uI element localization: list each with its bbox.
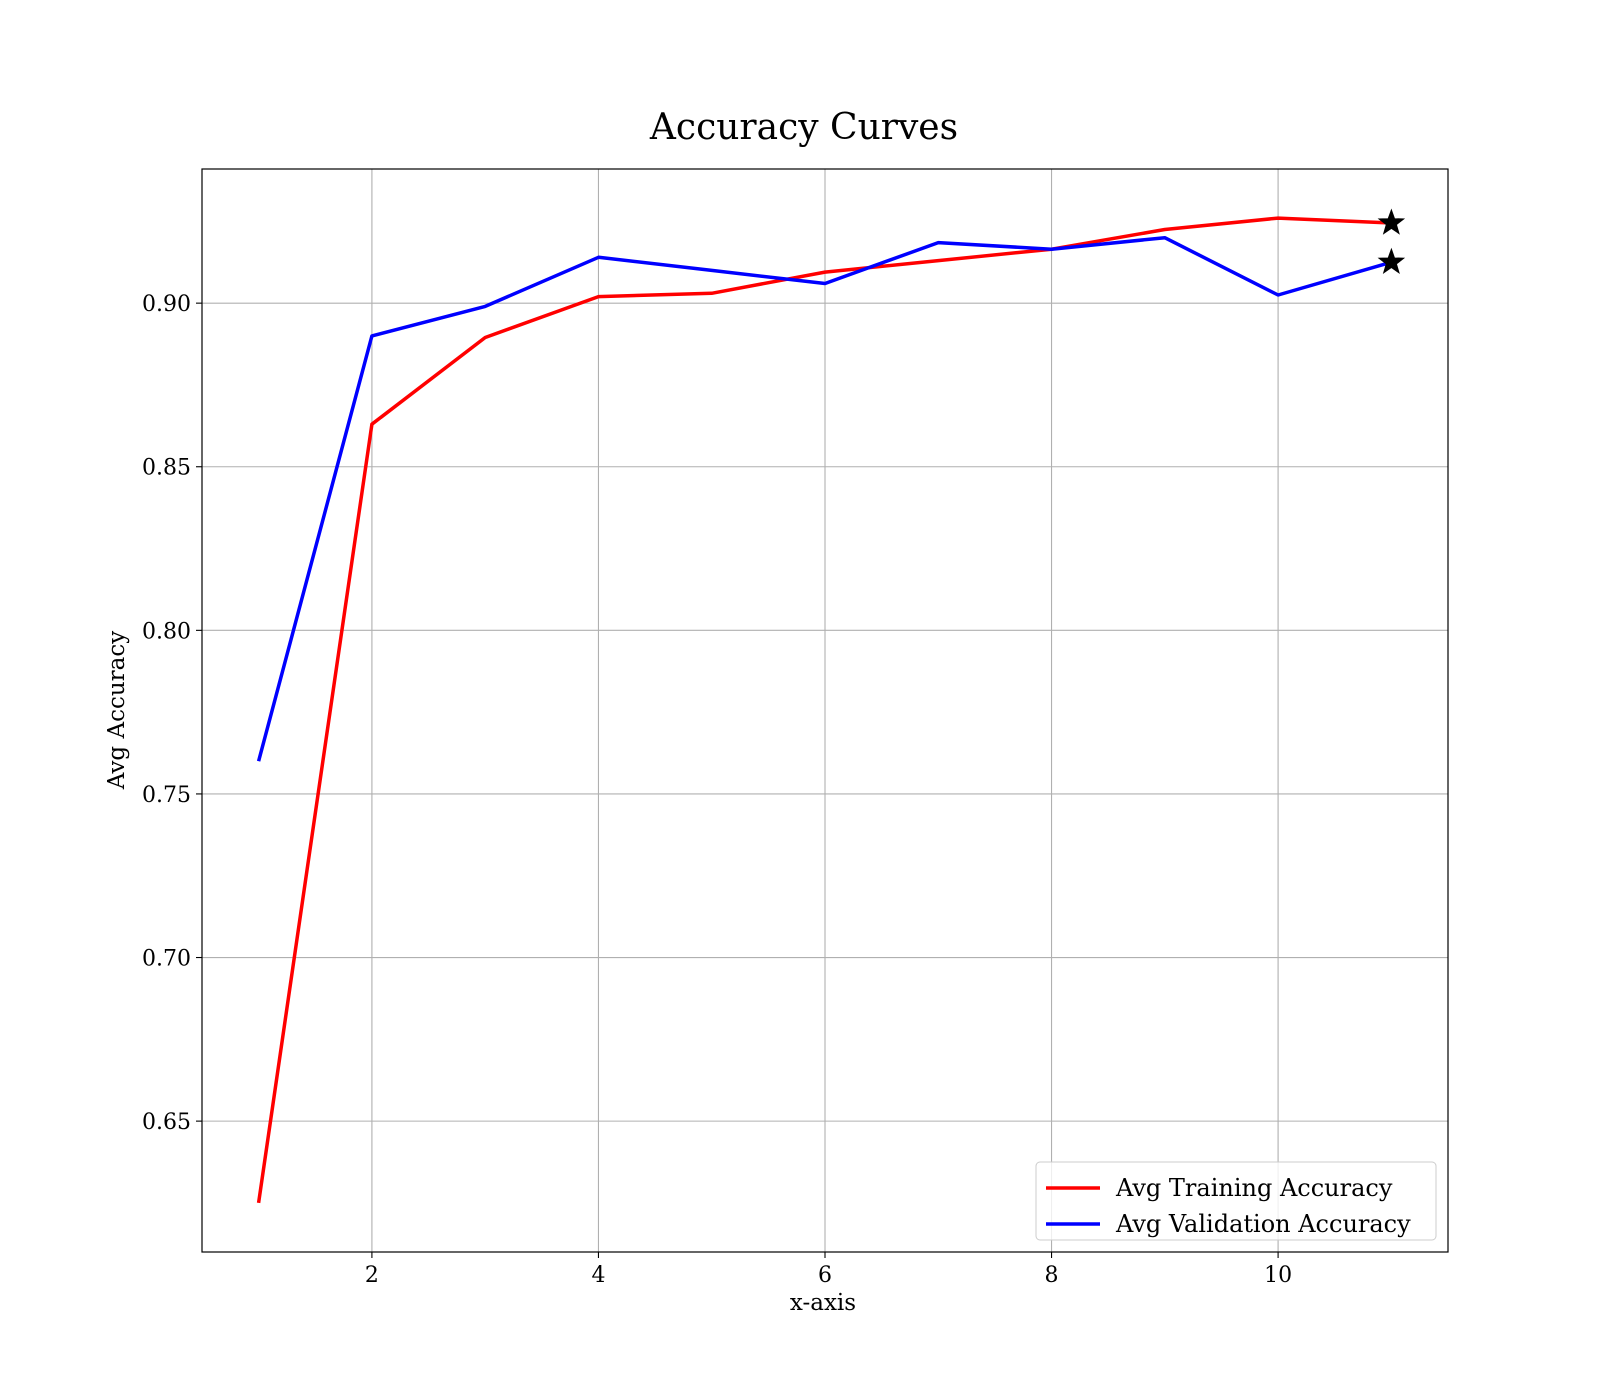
x-axis-label: x-axis xyxy=(790,1290,856,1316)
series-line-validation xyxy=(256,235,1392,762)
y-tick-label: 0.75 xyxy=(142,783,191,808)
star-marker-training xyxy=(1377,208,1406,235)
y-axis-label: Avg Accuracy xyxy=(104,631,130,790)
series-line-training xyxy=(256,216,1392,1204)
y-tick-label: 0.70 xyxy=(142,947,191,972)
y-tick-label: 0.65 xyxy=(142,1110,191,1135)
end-markers xyxy=(1377,208,1406,275)
legend-label-training: Avg Training Accuracy xyxy=(1115,1174,1393,1202)
y-tick-label: 0.85 xyxy=(142,456,191,481)
axis-ticks: 2 4 6 8 10 0.65 0.70 0.75 0.80 0.85 0.90 xyxy=(142,292,1292,1288)
y-tick-label: 0.90 xyxy=(142,292,191,317)
x-tick-label: 10 xyxy=(1264,1263,1292,1288)
legend-label-validation: Avg Validation Accuracy xyxy=(1115,1210,1411,1238)
x-tick-label: 2 xyxy=(365,1263,379,1288)
x-tick-label: 6 xyxy=(818,1263,832,1288)
x-tick-label: 8 xyxy=(1045,1263,1059,1288)
legend: Avg Training Accuracy Avg Validation Accu… xyxy=(1035,1161,1437,1241)
legend-box xyxy=(1035,1161,1437,1241)
grid-lines xyxy=(202,169,1448,1252)
y-tick-label: 0.80 xyxy=(142,619,191,644)
star-marker-validation xyxy=(1377,247,1406,275)
series-lines xyxy=(256,216,1392,1204)
chart-title: Accuracy Curves xyxy=(649,107,958,148)
x-tick-label: 4 xyxy=(591,1263,605,1288)
